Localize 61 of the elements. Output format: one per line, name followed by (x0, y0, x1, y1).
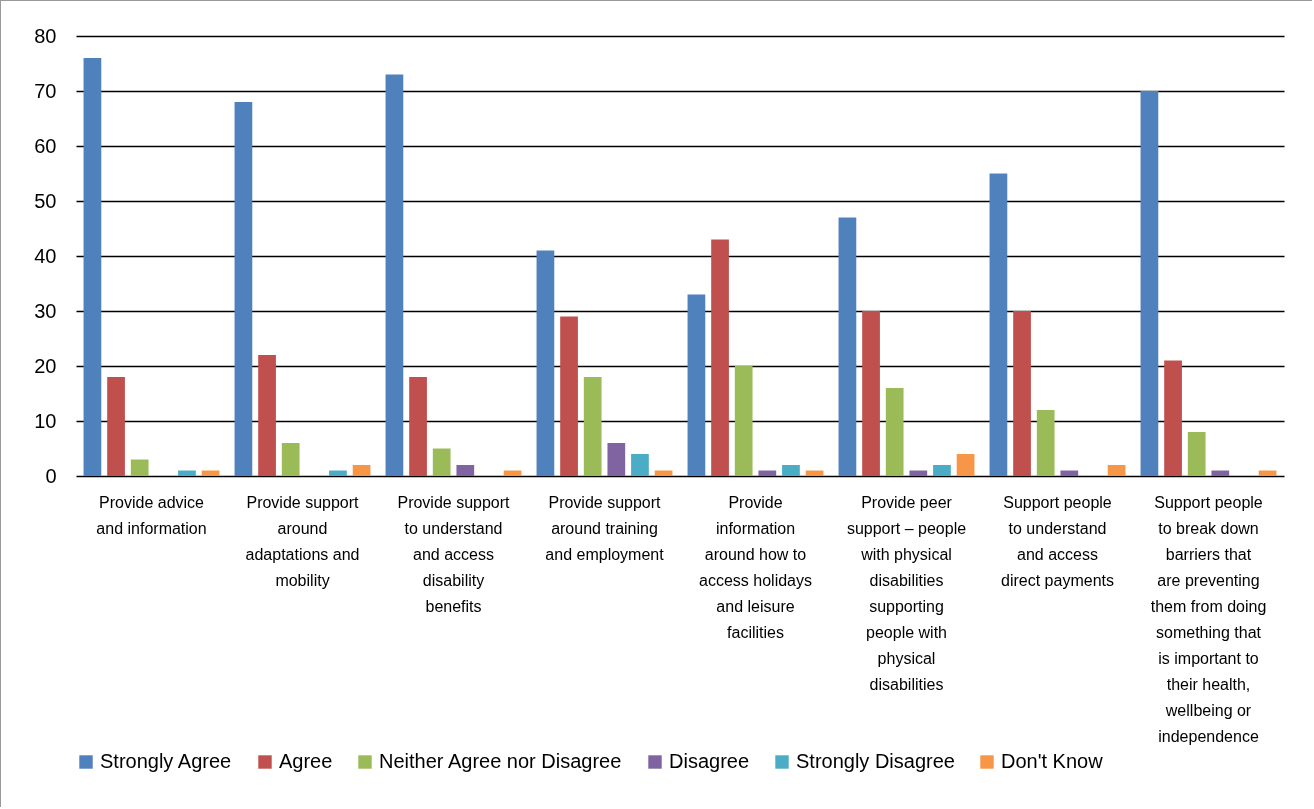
x-tick-label: Provide information around how to access holidays and leisure facilities (699, 493, 812, 641)
bar (1140, 91, 1159, 476)
x-tick-label: Provide support around training and employment (545, 493, 665, 563)
bar (989, 173, 1008, 476)
y-tick-label: 0 (45, 464, 57, 487)
bar (83, 58, 102, 476)
bar (409, 377, 427, 476)
legend-label: Strongly Disagree (796, 750, 955, 772)
x-tick-label: Provide support to understand and access disability benefits (397, 493, 511, 615)
legend-label: Disagree (669, 750, 750, 772)
bar (711, 239, 729, 476)
bar (758, 470, 777, 476)
bar (329, 470, 347, 476)
category-label: Support people to break down barriers that are preventing them from doing something that is important to their health, wellbeing or independence (1150, 493, 1267, 745)
bar (536, 250, 555, 476)
bar (130, 459, 149, 476)
y-tick-label: 30 (34, 299, 57, 322)
bar (631, 454, 649, 476)
bar (956, 454, 975, 476)
bar (432, 448, 451, 476)
legend-label: Strongly Agree (100, 750, 232, 772)
bar (456, 465, 475, 476)
bar (687, 294, 706, 476)
bar (583, 377, 602, 476)
x-tick-label: Provide advice and information (96, 493, 207, 537)
bar (1036, 410, 1055, 476)
y-tick-label: 20 (34, 354, 57, 377)
bar (1060, 470, 1079, 476)
bar (607, 443, 626, 476)
bar (234, 102, 253, 476)
bar (838, 217, 857, 476)
bar (862, 311, 880, 476)
y-tick-label: 10 (34, 409, 57, 432)
bar (933, 465, 951, 476)
y-tick-label: 80 (34, 24, 57, 47)
bar (385, 74, 404, 476)
bar (885, 388, 904, 476)
bar (178, 470, 196, 476)
bar (734, 366, 753, 476)
y-tick-label: 50 (34, 189, 57, 212)
bar (909, 470, 928, 476)
bar (258, 355, 276, 476)
x-tick-label: Provide support around adaptations and mobility (245, 493, 360, 589)
bar (1107, 465, 1126, 476)
bar (782, 465, 800, 476)
x-tick-label: Support people to understand and access direct payments (1001, 493, 1114, 589)
y-tick-label: 60 (34, 134, 57, 157)
legend-label: Agree (279, 750, 333, 772)
bar (560, 316, 578, 476)
legend-label: Neither Agree nor Disagree (379, 750, 622, 772)
bar (281, 443, 300, 476)
legend-label: Don't Know (1001, 750, 1104, 772)
bar (1013, 311, 1031, 476)
bar (352, 465, 371, 476)
y-tick-label: 40 (34, 244, 57, 267)
bar (1211, 470, 1230, 476)
x-tick-label: Provide peer support – people with physical disabilities supporting people with physical disabilities (846, 493, 967, 693)
bar (1164, 360, 1182, 476)
bar (1187, 432, 1206, 476)
y-tick-label: 70 (34, 79, 57, 102)
bar (107, 377, 125, 476)
